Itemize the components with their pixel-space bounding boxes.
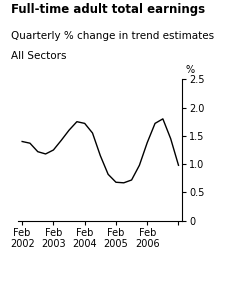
Text: Quarterly % change in trend estimates: Quarterly % change in trend estimates (11, 31, 214, 41)
Text: %: % (185, 65, 194, 75)
Text: All Sectors: All Sectors (11, 51, 67, 61)
Text: Full-time adult total earnings: Full-time adult total earnings (11, 3, 205, 16)
